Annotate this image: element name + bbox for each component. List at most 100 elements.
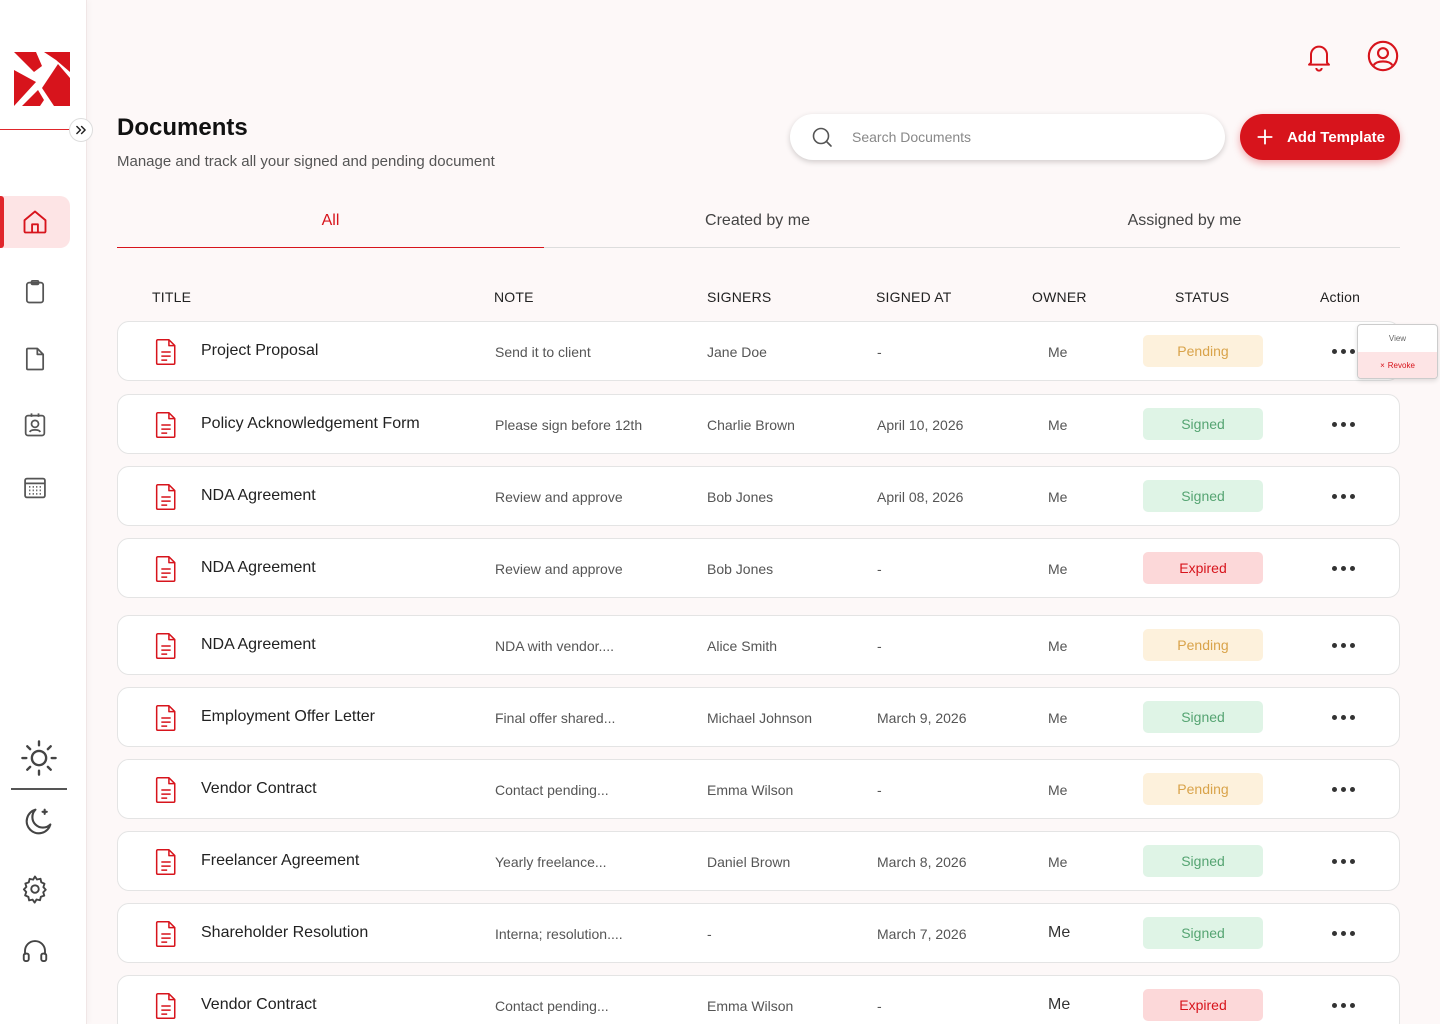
row-owner: Me xyxy=(1048,782,1068,798)
row-owner: Me xyxy=(1048,344,1068,360)
notifications-button[interactable] xyxy=(1302,39,1336,73)
row-signed-at: April 08, 2026 xyxy=(877,489,964,505)
row-signed-at: March 7, 2026 xyxy=(877,926,967,942)
sidebar-item-clipboard[interactable] xyxy=(0,266,70,318)
row-note: Final offer shared... xyxy=(495,710,616,726)
more-actions-icon[interactable] xyxy=(1323,705,1363,729)
document-icon xyxy=(154,555,178,588)
document-icon xyxy=(154,992,178,1024)
status-badge: Pending xyxy=(1143,773,1263,805)
table-row[interactable]: NDA Agreement Review and approve Bob Jones… xyxy=(117,538,1400,598)
revoke-label: Revoke xyxy=(1387,361,1415,370)
document-icon xyxy=(154,704,178,737)
column-header-signers: SIGNERS xyxy=(707,289,772,305)
row-signers: Jane Doe xyxy=(707,344,767,360)
column-header-status: STATUS xyxy=(1175,289,1230,305)
status-badge: Signed xyxy=(1143,480,1263,512)
more-actions-icon[interactable] xyxy=(1323,849,1363,873)
row-signers: Bob Jones xyxy=(707,561,774,577)
row-note: Interna; resolution.... xyxy=(495,926,623,942)
sidebar-item-home[interactable] xyxy=(0,196,70,248)
row-signers: Charlie Brown xyxy=(707,417,795,433)
document-icon xyxy=(154,483,178,516)
row-signers: Bob Jones xyxy=(707,489,774,505)
row-owner: Me xyxy=(1048,924,1071,941)
row-owner: Me xyxy=(1048,638,1068,654)
table-row[interactable]: NDA Agreement Review and approve Bob Jones… xyxy=(117,466,1400,526)
row-title: NDA Agreement xyxy=(201,559,316,576)
column-header-title: TITLE xyxy=(152,289,192,305)
row-title: Freelancer Agreement xyxy=(201,852,360,869)
row-owner: Me xyxy=(1048,996,1071,1013)
sidebar-collapse-button[interactable] xyxy=(69,118,93,142)
row-title: Employment Offer Letter xyxy=(201,708,375,725)
user-profile-button[interactable] xyxy=(1366,39,1400,73)
sidebar-item-contacts[interactable] xyxy=(0,399,70,451)
add-template-button[interactable]: Add Template xyxy=(1240,114,1400,160)
row-title: NDA Agreement xyxy=(201,487,316,504)
row-owner: Me xyxy=(1048,489,1068,505)
row-signers: Michael Johnson xyxy=(707,710,813,726)
view-menu-item[interactable]: View xyxy=(1388,334,1407,343)
more-actions-icon[interactable] xyxy=(1323,484,1363,508)
table-row[interactable]: Vendor Contract Contact pending... Emma Wi… xyxy=(117,759,1400,819)
more-actions-icon[interactable] xyxy=(1323,993,1363,1017)
settings-icon xyxy=(22,875,47,904)
headphones-icon xyxy=(22,940,48,962)
sidebar-item-support[interactable] xyxy=(0,925,70,977)
logo-divider xyxy=(0,129,72,130)
sidebar-item-documents[interactable] xyxy=(0,333,70,385)
table-row[interactable]: Project Proposal Send it to client Jane Do… xyxy=(117,321,1400,381)
status-badge: Pending xyxy=(1143,335,1263,367)
more-actions-icon[interactable] xyxy=(1323,412,1363,436)
row-note: Send it to client xyxy=(495,344,591,360)
more-actions-icon[interactable] xyxy=(1323,777,1363,801)
row-signed-at: March 9, 2026 xyxy=(877,710,967,726)
row-note: NDA with vendor.... xyxy=(495,638,615,654)
sidebar-item-calendar[interactable] xyxy=(0,462,70,514)
tab-all[interactable]: All xyxy=(117,196,544,248)
row-note: Please sign before 12th xyxy=(495,417,643,433)
dark-theme-toggle[interactable] xyxy=(4,795,74,847)
tab-created-by-me[interactable]: Created by me xyxy=(705,212,810,229)
table-row[interactable]: Employment Offer Letter Final offer share… xyxy=(117,687,1400,747)
add-template-label: Add Template xyxy=(1286,128,1386,146)
row-signed-at: April 10, 2026 xyxy=(877,417,964,433)
row-title: Project Proposal xyxy=(201,342,319,359)
search-input[interactable] xyxy=(852,129,1192,145)
row-signers: Emma Wilson xyxy=(707,998,794,1014)
row-owner: Me xyxy=(1048,854,1068,870)
sidebar-item-settings[interactable] xyxy=(0,863,70,915)
sun-icon xyxy=(21,740,57,776)
row-signed-at: - xyxy=(877,998,882,1014)
document-icon xyxy=(154,338,178,371)
row-signers: Alice Smith xyxy=(707,638,778,654)
revoke-menu-item[interactable]: × Revoke xyxy=(1358,352,1437,378)
status-badge: Signed xyxy=(1143,701,1263,733)
table-row[interactable]: Vendor Contract Contact pending... Emma Wi… xyxy=(117,975,1400,1024)
row-owner: Me xyxy=(1048,561,1068,577)
home-icon xyxy=(23,210,47,234)
table-row[interactable]: NDA Agreement NDA with vendor.... Alice Sm… xyxy=(117,615,1400,675)
more-actions-icon[interactable] xyxy=(1323,339,1363,363)
clipboard-icon xyxy=(25,280,45,304)
search-bar[interactable] xyxy=(790,114,1225,160)
column-header-owner: OWNER xyxy=(1032,289,1087,305)
light-theme-toggle[interactable] xyxy=(4,732,74,784)
tab-assigned-by-me[interactable]: Assigned by me xyxy=(1127,212,1242,229)
id-badge-icon xyxy=(24,413,46,437)
row-signed-at: - xyxy=(877,344,882,360)
more-actions-icon[interactable] xyxy=(1323,556,1363,580)
column-header-action: Action xyxy=(1320,289,1361,305)
page-title: Documents xyxy=(117,114,248,141)
more-actions-icon[interactable] xyxy=(1323,633,1363,657)
page-subtitle: Manage and track all your signed and pen… xyxy=(117,153,495,170)
status-badge: Signed xyxy=(1143,845,1263,877)
row-signed-at: - xyxy=(877,638,882,654)
table-row[interactable]: Policy Acknowledgement Form Please sign b… xyxy=(117,394,1400,454)
table-row[interactable]: Shareholder Resolution Interna; resolutio… xyxy=(117,903,1400,963)
more-actions-icon[interactable] xyxy=(1323,921,1363,945)
plus-icon xyxy=(1257,129,1273,145)
row-signed-at: March 8, 2026 xyxy=(877,854,967,870)
table-row[interactable]: Freelancer Agreement Yearly freelance... D… xyxy=(117,831,1400,891)
